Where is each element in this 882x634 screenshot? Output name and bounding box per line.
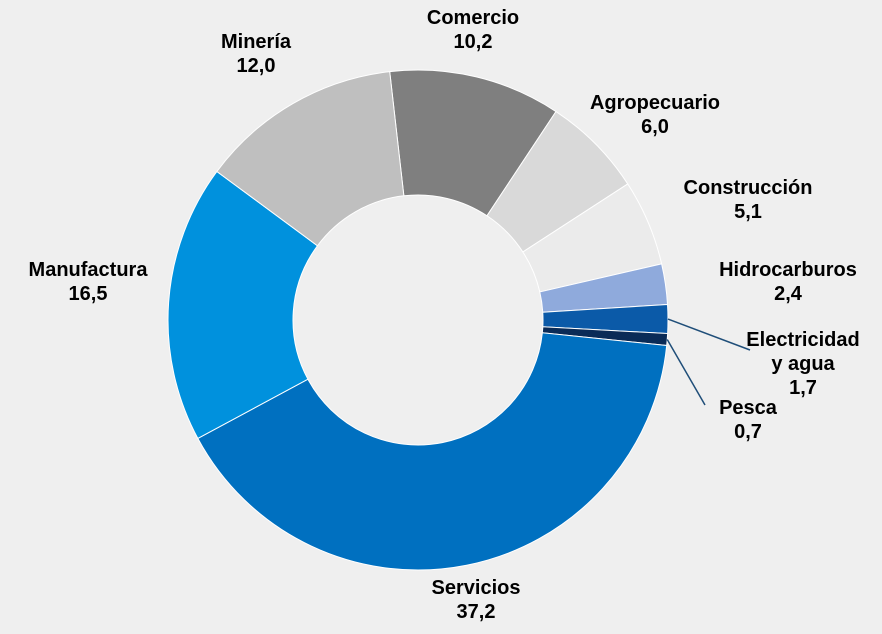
value-label: 5,1 bbox=[734, 201, 762, 223]
donut-slice bbox=[216, 71, 405, 247]
slice-label: Manufactura 16,5 bbox=[0, 258, 188, 306]
value-label: 37,2 bbox=[456, 601, 496, 623]
slice-label: Comercio 10,2 bbox=[373, 6, 573, 54]
category-label: Hidrocarburos bbox=[719, 259, 857, 281]
value-label: 12,0 bbox=[236, 55, 276, 77]
value-label: 2,4 bbox=[774, 283, 802, 305]
donut-slice bbox=[197, 332, 668, 571]
category-label: Minería bbox=[220, 31, 292, 53]
leader-line bbox=[667, 318, 751, 351]
value-label: 0,7 bbox=[734, 421, 762, 443]
category-label: Agropecuario bbox=[589, 92, 721, 114]
category-label: Construcción bbox=[683, 177, 813, 199]
leader-line bbox=[666, 339, 706, 406]
donut-slice bbox=[167, 170, 319, 440]
slice-label: Servicios 37,2 bbox=[376, 576, 576, 624]
slice-label: Pesca 0,7 bbox=[658, 396, 838, 444]
slice-label: Agropecuario 6,0 bbox=[555, 91, 755, 139]
value-label: 6,0 bbox=[641, 116, 669, 138]
category-label: Comercio bbox=[426, 7, 520, 29]
value-label: 10,2 bbox=[453, 31, 493, 53]
value-label: 16,5 bbox=[68, 283, 108, 305]
category-label: Electricidad y agua bbox=[746, 329, 860, 375]
slice-label: Construcción 5,1 bbox=[648, 176, 848, 224]
category-label: Pesca bbox=[719, 397, 777, 419]
slice-label: Minería 12,0 bbox=[156, 30, 356, 78]
slice-label: Hidrocarburos 2,4 bbox=[688, 258, 882, 306]
category-label: Manufactura bbox=[28, 259, 148, 281]
category-label: Servicios bbox=[431, 577, 521, 599]
value-label: 1,7 bbox=[789, 377, 817, 399]
slice-label: Electricidad y agua 1,7 bbox=[743, 328, 863, 400]
